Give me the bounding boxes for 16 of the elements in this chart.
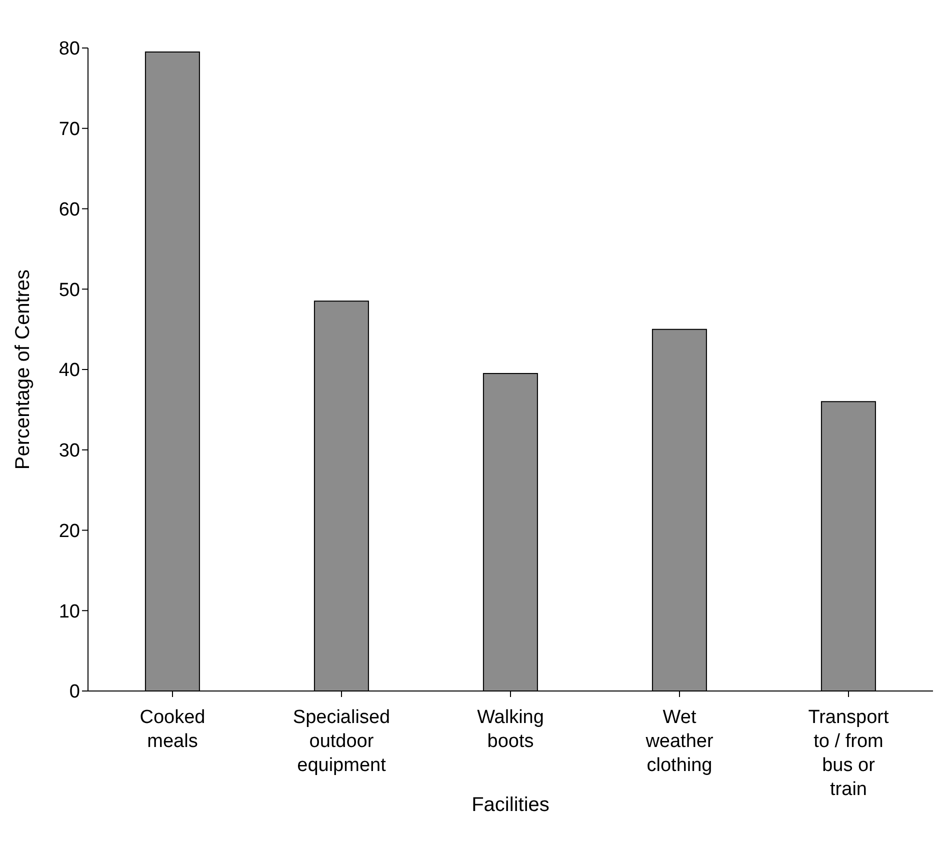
y-axis-title: Percentage of Centres	[12, 269, 34, 470]
y-tick-label: 70	[58, 119, 80, 140]
y-tick-label: 10	[58, 601, 80, 622]
y-tick-label: 80	[58, 38, 80, 60]
x-tick-label: Wet weather clothing	[644, 707, 714, 776]
x-tick-label: Specialised outdoor equipment	[292, 707, 390, 776]
x-tick-label: Walking boots	[477, 707, 544, 752]
y-tick-label: 30	[58, 440, 80, 462]
y-tick-label: 60	[58, 199, 80, 220]
x-tick-label: Transport to / from bus or train	[808, 707, 890, 800]
x-tick-label: Cooked meals	[140, 707, 206, 752]
y-tick-label: 20	[58, 520, 80, 542]
x-axis-title: Facilities	[472, 794, 550, 816]
y-tick-label: 40	[58, 360, 80, 382]
y-tick-label: 50	[58, 280, 80, 301]
y-tick-label: 0	[69, 682, 80, 703]
